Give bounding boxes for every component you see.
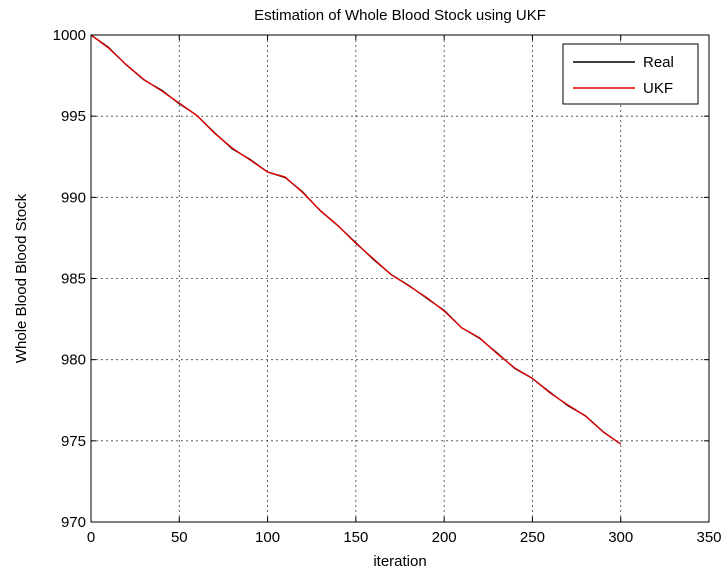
x-tick-label: 100: [255, 529, 280, 546]
y-tick-label: 1000: [53, 27, 86, 44]
x-tick-label: 300: [608, 529, 633, 546]
x-tick-label: 350: [696, 529, 721, 546]
legend-label: Real: [643, 54, 674, 71]
chart-title: Estimation of Whole Blood Stock using UK…: [254, 7, 546, 24]
x-tick-label: 50: [171, 529, 188, 546]
x-tick-label: 250: [520, 529, 545, 546]
legend-box: [562, 43, 699, 105]
legend-label: UKF: [643, 80, 673, 97]
y-tick-label: 980: [61, 352, 86, 369]
series-line-ukf: [90, 34, 622, 445]
y-axis-label: Whole Blood Blood Stock: [13, 193, 30, 363]
y-tick-label: 995: [61, 108, 86, 125]
x-tick-label: 0: [87, 529, 95, 546]
x-tick-label: 200: [432, 529, 457, 546]
x-tick-label: 150: [343, 529, 368, 546]
y-tick-label: 975: [61, 433, 86, 450]
y-tick-label: 985: [61, 271, 86, 288]
grid-lines: [91, 35, 709, 522]
legend: Real UKF: [562, 43, 699, 105]
y-tick-label: 970: [61, 514, 86, 531]
x-axis-label: iteration: [373, 553, 426, 570]
y-tick-label: 990: [61, 189, 86, 206]
axis-ticks: 0 50 100 150 200 250 300 350 970 975 980 985 990 995 1…: [53, 27, 722, 546]
series-lines: [90, 34, 622, 445]
